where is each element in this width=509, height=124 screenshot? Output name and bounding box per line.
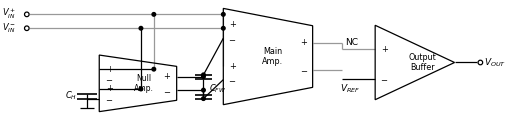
Circle shape: [221, 26, 224, 30]
Text: Output
Buffer: Output Buffer: [408, 53, 436, 72]
Text: $V_{IN}^-$: $V_{IN}^-$: [2, 21, 16, 35]
Circle shape: [24, 12, 29, 17]
Text: +: +: [229, 62, 235, 71]
Text: $-$: $-$: [228, 75, 236, 84]
Circle shape: [152, 13, 155, 16]
Text: $V_{REF}$: $V_{REF}$: [340, 83, 360, 95]
Circle shape: [201, 88, 205, 92]
Circle shape: [201, 73, 205, 77]
Text: $-$: $-$: [228, 34, 236, 43]
Text: $-$: $-$: [162, 86, 171, 95]
Text: $-$: $-$: [105, 74, 113, 83]
Text: +: +: [105, 84, 112, 93]
Text: $V_{IN}^+$: $V_{IN}^+$: [2, 7, 16, 21]
Circle shape: [139, 26, 143, 30]
Circle shape: [139, 87, 143, 91]
Text: +: +: [229, 20, 235, 29]
Circle shape: [221, 13, 224, 16]
Text: +: +: [380, 45, 387, 54]
Circle shape: [477, 60, 482, 65]
Text: NC: NC: [345, 38, 358, 47]
Text: +: +: [105, 65, 112, 74]
Circle shape: [24, 26, 29, 31]
Circle shape: [152, 67, 155, 71]
Text: $-$: $-$: [299, 66, 307, 75]
Text: +: +: [163, 72, 170, 81]
Circle shape: [201, 75, 205, 78]
Text: $C_{FW}$: $C_{FW}$: [208, 82, 225, 95]
Circle shape: [201, 97, 205, 100]
Text: +: +: [300, 38, 306, 47]
Text: $-$: $-$: [379, 74, 387, 83]
Text: $V_{OUT}$: $V_{OUT}$: [484, 56, 505, 69]
Text: $C_H$: $C_H$: [65, 90, 77, 103]
Text: Main
Amp.: Main Amp.: [262, 47, 283, 66]
Text: Null
Amp.: Null Amp.: [134, 74, 154, 93]
Text: $-$: $-$: [105, 94, 113, 103]
